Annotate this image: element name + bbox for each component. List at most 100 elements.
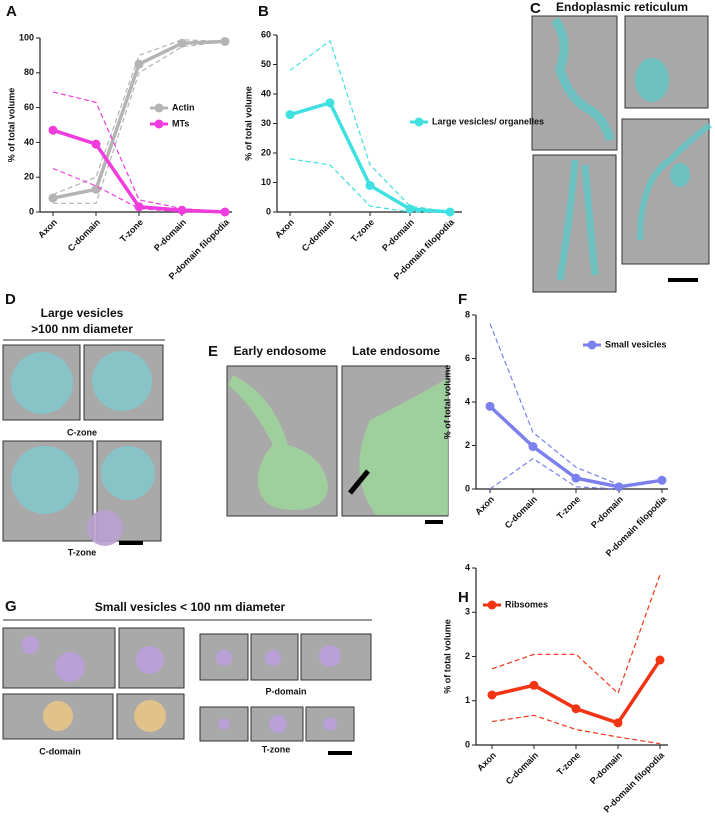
x-tick-label: C-domain xyxy=(66,217,102,253)
x-tick-label: T-zone xyxy=(555,494,582,521)
legend-marker xyxy=(154,103,164,113)
point xyxy=(134,59,144,69)
series-line xyxy=(52,128,226,214)
y-tick-label: 50 xyxy=(261,59,271,69)
panel-label: D xyxy=(5,291,16,308)
y-tick-label: 1 xyxy=(465,695,470,705)
x-tick-label: C-domain xyxy=(504,750,540,786)
point xyxy=(365,180,375,190)
lower-bound xyxy=(489,457,620,490)
legend-label: Ribsomes xyxy=(505,599,548,609)
image-label: T-zone xyxy=(68,547,97,557)
legend-marker xyxy=(487,600,497,610)
y-tick-label: 60 xyxy=(261,29,271,39)
point xyxy=(528,442,538,452)
panel-label: F xyxy=(458,291,467,308)
x-tick-label: P-domain xyxy=(152,217,188,253)
micrograph xyxy=(2,627,372,755)
image-label: C-domain xyxy=(39,746,81,756)
x-tick-label: T-zone xyxy=(349,217,376,244)
lower-bound xyxy=(289,158,450,213)
point xyxy=(529,680,539,690)
panel-label: H xyxy=(458,589,469,606)
series-line xyxy=(289,100,451,214)
panel-label: G xyxy=(5,598,17,615)
image-label: Early endosome xyxy=(234,344,327,358)
panel-label: A xyxy=(6,3,17,20)
legend-label: Large vesicles/ organelles xyxy=(432,116,544,126)
panel-title: Endoplasmic reticulum xyxy=(556,0,688,14)
y-tick-label: 3 xyxy=(465,607,470,617)
y-tick-label: 6 xyxy=(465,353,470,363)
upper-bound xyxy=(289,39,451,213)
panel-label: E xyxy=(208,343,218,360)
legend-label: Actin xyxy=(172,102,195,112)
y-tick-label: 0 xyxy=(29,206,34,216)
panel-title: Large vesicles xyxy=(41,306,124,320)
y-tick-label: 8 xyxy=(465,309,470,319)
point xyxy=(220,207,230,217)
y-tick-label: 0 xyxy=(465,483,470,493)
point xyxy=(48,125,58,135)
x-tick-label: Axon xyxy=(273,217,296,240)
point xyxy=(655,655,665,665)
point xyxy=(405,204,415,214)
point xyxy=(177,205,187,215)
upper-bound xyxy=(491,574,661,695)
y-axis-label: % of total volume xyxy=(6,88,16,163)
panel-label: C xyxy=(530,0,541,17)
point xyxy=(657,475,667,485)
lower-bound xyxy=(53,40,226,204)
point xyxy=(487,690,497,700)
point xyxy=(285,110,295,120)
y-tick-label: 10 xyxy=(261,177,271,187)
micrograph xyxy=(531,15,712,293)
y-axis-label: % of total volume xyxy=(442,619,452,694)
x-tick-label: Axon xyxy=(473,494,496,517)
point xyxy=(134,202,144,212)
y-tick-label: 2 xyxy=(465,440,470,450)
point xyxy=(571,704,581,714)
upper-bound xyxy=(52,39,226,196)
x-tick-label: C-domain xyxy=(300,217,336,253)
y-tick-label: 60 xyxy=(24,102,34,112)
point xyxy=(220,36,230,46)
panel-title: >100 nm diameter xyxy=(31,322,133,336)
y-tick-label: 4 xyxy=(465,562,470,572)
x-tick-label: P-domain xyxy=(380,217,416,253)
x-tick-label: P-domain xyxy=(588,750,624,786)
y-tick-label: 20 xyxy=(261,147,271,157)
point xyxy=(91,139,101,149)
panel-title: Small vesicles < 100 nm diameter xyxy=(95,600,286,614)
point xyxy=(613,718,623,728)
y-tick-label: 0 xyxy=(465,739,470,749)
image-label: T-zone xyxy=(262,744,291,754)
point xyxy=(485,401,495,411)
y-tick-label: 2 xyxy=(465,651,470,661)
y-tick-label: 30 xyxy=(261,118,271,128)
point xyxy=(571,473,581,483)
y-tick-label: 40 xyxy=(24,137,34,147)
x-tick-label: Axon xyxy=(36,217,59,240)
x-tick-label: Axon xyxy=(475,750,498,773)
point xyxy=(48,193,58,203)
legend-marker xyxy=(587,340,597,350)
legend-label: MTs xyxy=(172,118,189,128)
panel-label: B xyxy=(258,3,269,20)
upper-bound xyxy=(489,323,620,486)
lower-bound xyxy=(491,714,661,745)
y-tick-label: 20 xyxy=(24,172,34,182)
x-tick-label: P-domain xyxy=(589,494,625,530)
legend-marker xyxy=(154,119,164,129)
image-label: C-zone xyxy=(67,427,97,437)
legend-marker xyxy=(414,117,424,127)
series-line xyxy=(491,659,662,725)
point xyxy=(91,184,101,194)
point xyxy=(445,207,455,217)
point xyxy=(325,98,335,108)
x-tick-label: C-domain xyxy=(503,494,539,530)
micrograph xyxy=(226,365,449,524)
x-tick-label: T-zone xyxy=(555,750,582,777)
point xyxy=(177,38,187,48)
